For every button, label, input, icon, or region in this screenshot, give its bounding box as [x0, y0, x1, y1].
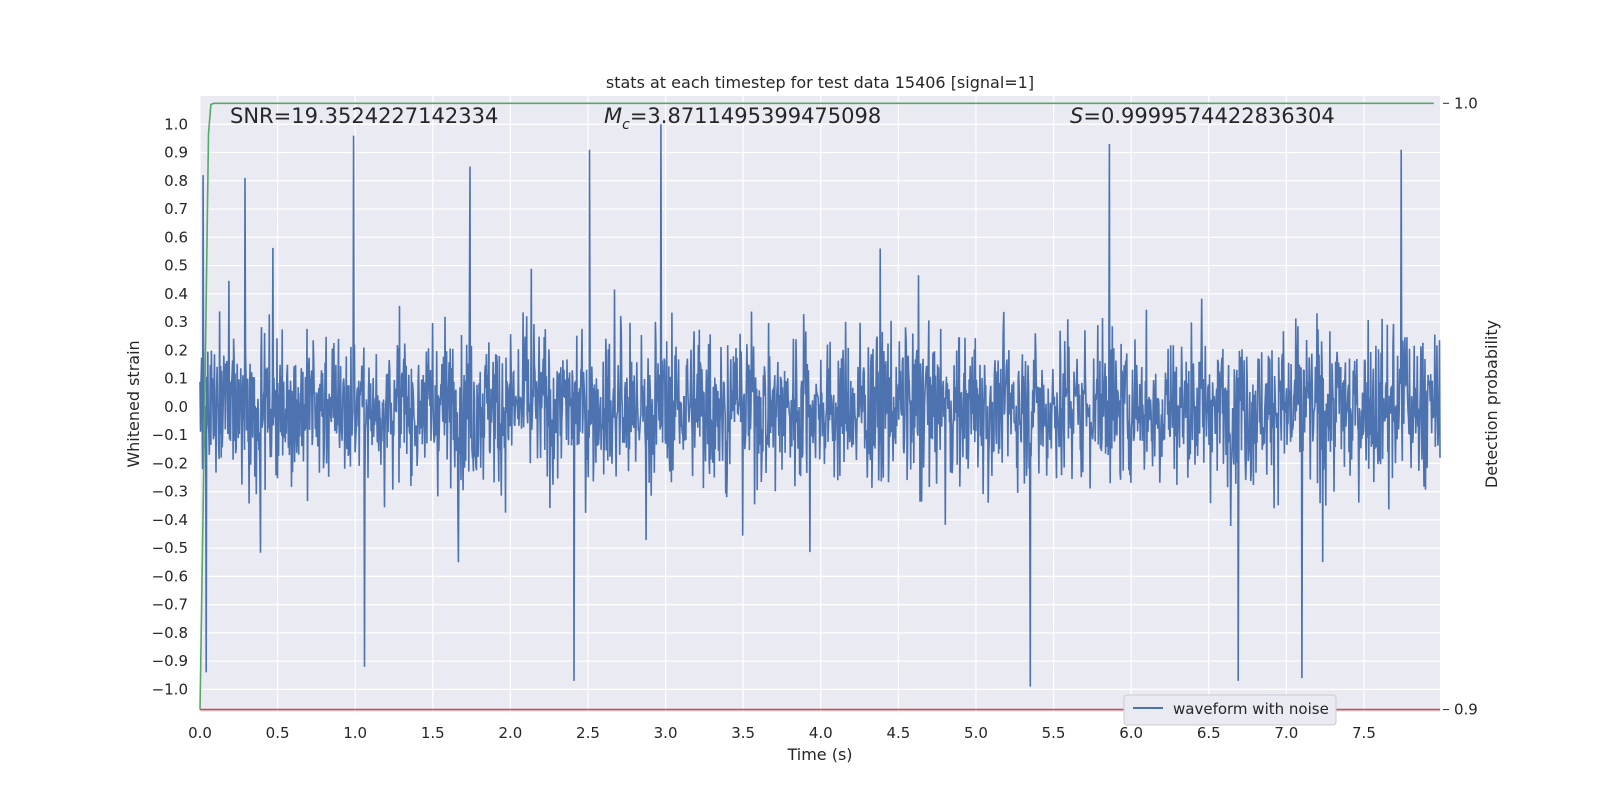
y-tick-label: −0.9 [152, 652, 188, 670]
y-tick-label: 0.4 [164, 285, 188, 303]
y-right-ticks: 1.0 0.9 [1443, 94, 1478, 719]
x-tick-label: 6.5 [1197, 724, 1221, 742]
y-tick-label: −0.3 [152, 483, 188, 501]
y-tick-label: 1.0 [164, 115, 188, 133]
x-tick-label: 4.5 [886, 724, 910, 742]
y-right-tick-label: 0.9 [1454, 701, 1478, 719]
x-tick-label: 2.5 [576, 724, 600, 742]
mc-value: =3.8711495399475098 [630, 104, 881, 128]
x-tick-label: 7.5 [1352, 724, 1376, 742]
y-tick-label: 0.5 [164, 257, 188, 275]
x-axis-label: Time (s) [786, 745, 852, 764]
legend: waveform with noise [1123, 694, 1337, 726]
y-tick-label: 0.9 [164, 144, 188, 162]
legend-box [1123, 694, 1337, 726]
x-tick-label: 5.5 [1042, 724, 1066, 742]
series-waveform-with-noise [199, 124, 1441, 687]
mc-annotation: Mc=3.8711495399475098 [604, 104, 881, 133]
series-detection-probability [199, 102, 1434, 710]
y-tick-label: −0.6 [152, 567, 188, 585]
x-tick-label: 7.0 [1274, 724, 1298, 742]
x-tick-label: 6.0 [1119, 724, 1143, 742]
x-tick-label: 0.5 [266, 724, 290, 742]
s-annotation: S=0.9999574422836304 [1070, 104, 1335, 128]
y-tick-label: 0.8 [164, 172, 188, 190]
y-tick-label: 0.7 [164, 200, 188, 218]
x-ticks: 0.0 0.5 1.0 1.5 2.0 2.5 3.0 3.5 4.0 4.5 5.0 5.5 6.0 6… [188, 724, 1376, 742]
x-tick-label: 3.0 [654, 724, 678, 742]
x-tick-label: 2.0 [498, 724, 522, 742]
legend-label: waveform with noise [1173, 700, 1329, 718]
y-tick-label: −0.4 [152, 511, 188, 529]
s-value: =0.9999574422836304 [1083, 104, 1334, 128]
y-tick-label: −0.2 [152, 454, 188, 472]
snr-annotation: SNR=19.3524227142334 [230, 104, 498, 128]
x-tick-label: 1.5 [421, 724, 445, 742]
y-tick-label: −0.7 [152, 596, 188, 614]
s-symbol: S [1070, 104, 1083, 128]
x-tick-label: 4.0 [809, 724, 833, 742]
y-tick-label: −0.8 [152, 624, 188, 642]
x-tick-label: 0.0 [188, 724, 212, 742]
mc-subscript: c [622, 117, 630, 133]
y-tick-label: 0.2 [164, 341, 188, 359]
x-tick-label: 5.0 [964, 724, 988, 742]
y-right-axis-label: Detection probability [1482, 320, 1501, 488]
y-tick-label: 0.3 [164, 313, 188, 331]
y-tick-label: 0.0 [164, 398, 188, 416]
y-tick-label: −0.1 [152, 426, 188, 444]
y-tick-label: −0.5 [152, 539, 188, 557]
y-tick-label: 0.6 [164, 228, 188, 246]
y-tick-label: −1.0 [152, 680, 188, 698]
y-tick-label: 0.1 [164, 370, 188, 388]
x-tick-label: 1.0 [343, 724, 367, 742]
y-axis-label: Whitened strain [124, 340, 143, 467]
chart-title: stats at each timestep for test data 154… [606, 73, 1034, 92]
y-right-tick-label: 1.0 [1454, 94, 1478, 112]
mc-symbol: M [604, 104, 622, 128]
y-ticks: 1.0 0.9 0.8 0.7 0.6 0.5 0.4 0.3 0.2 0.1 0.0 −0.1 −0.… [152, 115, 188, 698]
x-tick-label: 3.5 [731, 724, 755, 742]
